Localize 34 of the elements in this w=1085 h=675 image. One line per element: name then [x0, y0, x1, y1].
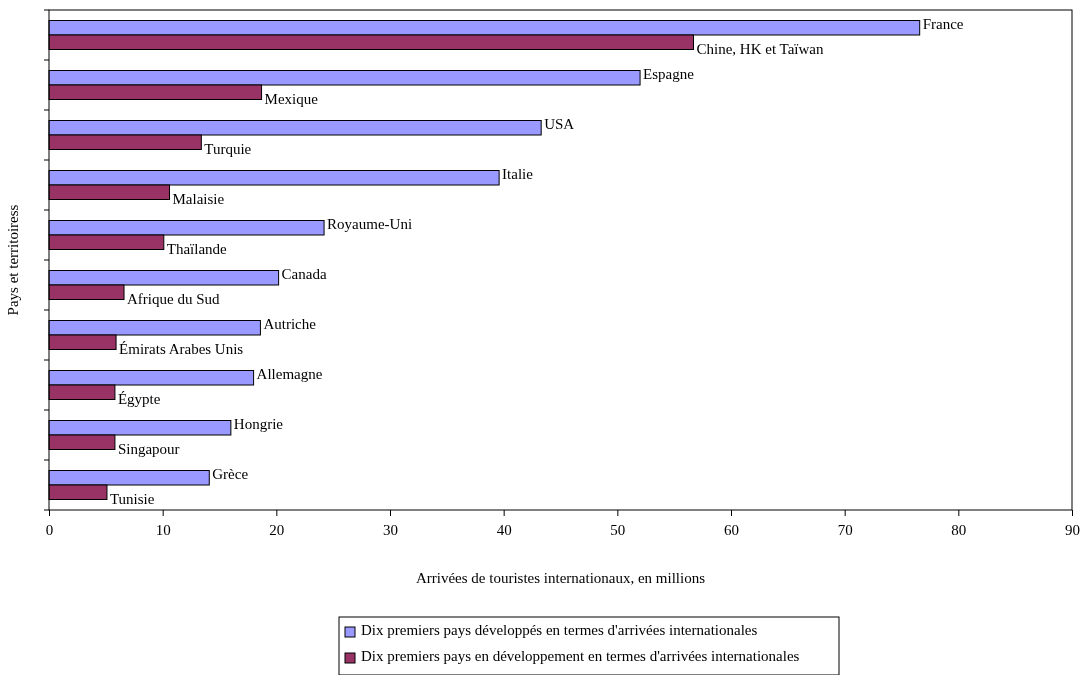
annotation: Canada — [281, 266, 327, 283]
annotation: Autriche — [263, 316, 317, 333]
annotation: Égypte — [117, 390, 161, 407]
x-tick-label: 70 — [837, 521, 853, 538]
annotation: Émirats Arabes Unis — [119, 340, 244, 357]
x-axis-title: Arrivées de touristes internationaux, en millions — [415, 570, 706, 586]
legend-label: Dix premiers pays développés en termes d'arrivées internationales — [361, 622, 758, 639]
x-tick-label: 20 — [269, 521, 285, 538]
annotation: Thaïlande — [166, 240, 228, 257]
annotation: Chine, HK et Taïwan — [696, 40, 824, 57]
x-tick-label: 60 — [724, 521, 739, 538]
x-tick-label: 40 — [496, 521, 512, 538]
x-tick-label: 30 — [383, 521, 398, 538]
x-tick-label: 0 — [45, 521, 54, 538]
annotation: Afrique du Sud — [127, 290, 221, 307]
x-tick-label: 50 — [610, 521, 626, 538]
annotation: Tunisie — [109, 490, 155, 507]
x-tick-label: 90 — [1065, 521, 1080, 538]
y-axis-title: Pays et territoiress — [5, 204, 21, 316]
x-tick-label: 80 — [951, 521, 967, 538]
annotation: France — [922, 16, 964, 33]
annotation: Malaisie — [172, 190, 225, 207]
annotation: USA — [544, 116, 575, 133]
x-tick-label: 10 — [155, 521, 171, 538]
annotation: Mexique — [264, 90, 319, 107]
annotation: Hongrie — [233, 416, 284, 433]
annotation: Royaume-Uni — [327, 216, 413, 233]
annotation: Italie — [502, 166, 534, 183]
legend-label: Dix premiers pays en développement en termes d'arrivées internationales — [361, 648, 800, 665]
annotation: Allemagne — [256, 366, 323, 383]
annotation: Grèce — [212, 466, 249, 483]
annotation: Singapour — [117, 440, 180, 457]
annotation: Turquie — [204, 140, 252, 157]
annotation: Espagne — [643, 66, 695, 83]
